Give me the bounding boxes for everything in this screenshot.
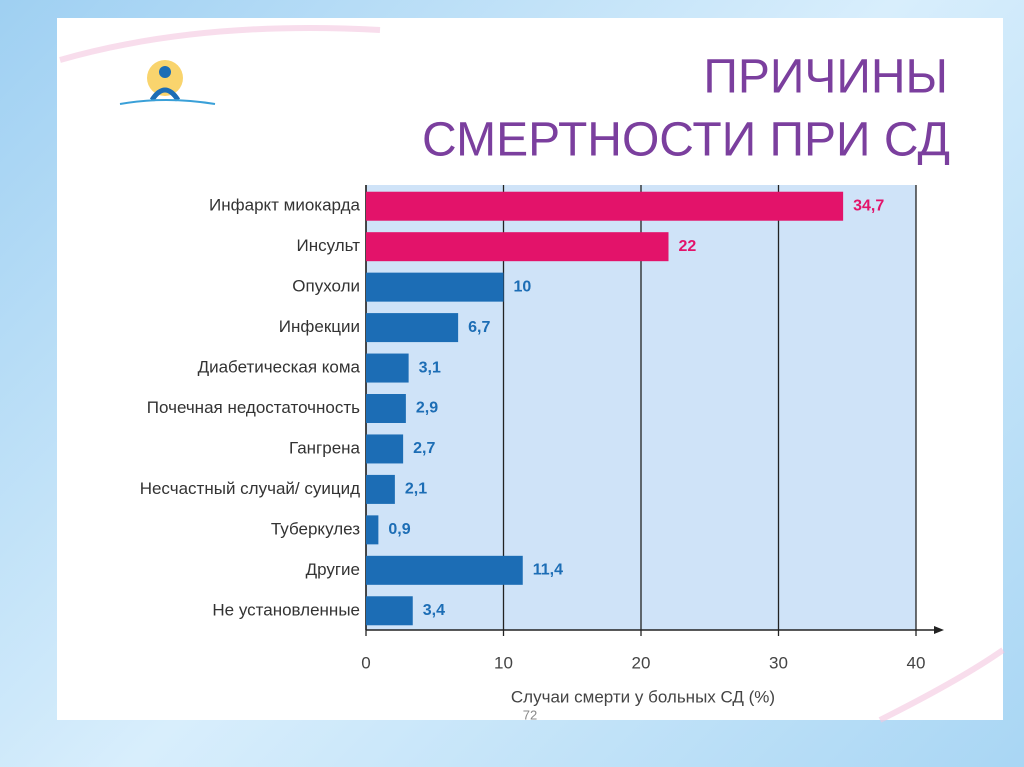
bar bbox=[366, 394, 406, 423]
bar bbox=[366, 191, 844, 221]
category-label: Инфекции bbox=[279, 317, 360, 336]
page-number: 72 bbox=[523, 707, 537, 722]
title-line: ПРИЧИНЫ bbox=[703, 51, 948, 104]
value-label: 22 bbox=[679, 238, 697, 255]
value-label: 10 bbox=[514, 278, 532, 295]
value-label: 34,7 bbox=[853, 197, 884, 214]
bar bbox=[366, 515, 379, 545]
value-label: 6,7 bbox=[468, 319, 490, 336]
category-label: Опухоли bbox=[292, 277, 360, 296]
axis-arrow bbox=[934, 626, 944, 634]
value-label: 11,4 bbox=[533, 562, 563, 579]
x-tick-label: 10 bbox=[494, 653, 513, 672]
category-label: Почечная недостаточность bbox=[147, 398, 360, 417]
value-label: 0,9 bbox=[388, 521, 410, 538]
logo bbox=[119, 60, 216, 105]
x-axis-label: Случаи смерти у больных СД (%) bbox=[511, 687, 775, 706]
category-label: Инфаркт миокарда bbox=[209, 196, 361, 215]
bar bbox=[366, 434, 404, 464]
x-tick-label: 20 bbox=[632, 653, 651, 672]
bar bbox=[366, 272, 504, 302]
title-line: СМЕРТНОСТИ ПРИ СД bbox=[422, 114, 950, 167]
bar bbox=[366, 232, 669, 262]
category-label: Не установленные bbox=[212, 600, 360, 619]
category-label: Несчастный случай/ суицид bbox=[140, 479, 360, 498]
category-label: Инсульт bbox=[297, 236, 361, 255]
bar bbox=[366, 353, 409, 383]
bar bbox=[366, 313, 459, 343]
value-label: 3,4 bbox=[423, 602, 445, 619]
value-label: 2,1 bbox=[405, 481, 427, 498]
value-label: 2,7 bbox=[413, 440, 435, 457]
bar bbox=[366, 555, 523, 585]
x-tick-label: 30 bbox=[769, 653, 788, 672]
value-label: 3,1 bbox=[419, 359, 441, 376]
bar bbox=[366, 596, 413, 626]
x-tick-label: 40 bbox=[907, 653, 926, 672]
category-label: Другие bbox=[306, 560, 360, 579]
category-label: Туберкулез bbox=[271, 519, 360, 538]
value-label: 2,9 bbox=[416, 400, 438, 417]
decor bbox=[59, 25, 381, 63]
category-label: Диабетическая кома bbox=[198, 358, 361, 377]
x-tick-label: 0 bbox=[361, 653, 370, 672]
decor bbox=[878, 647, 1005, 723]
category-label: Гангрена bbox=[289, 438, 361, 457]
bar bbox=[366, 474, 395, 504]
